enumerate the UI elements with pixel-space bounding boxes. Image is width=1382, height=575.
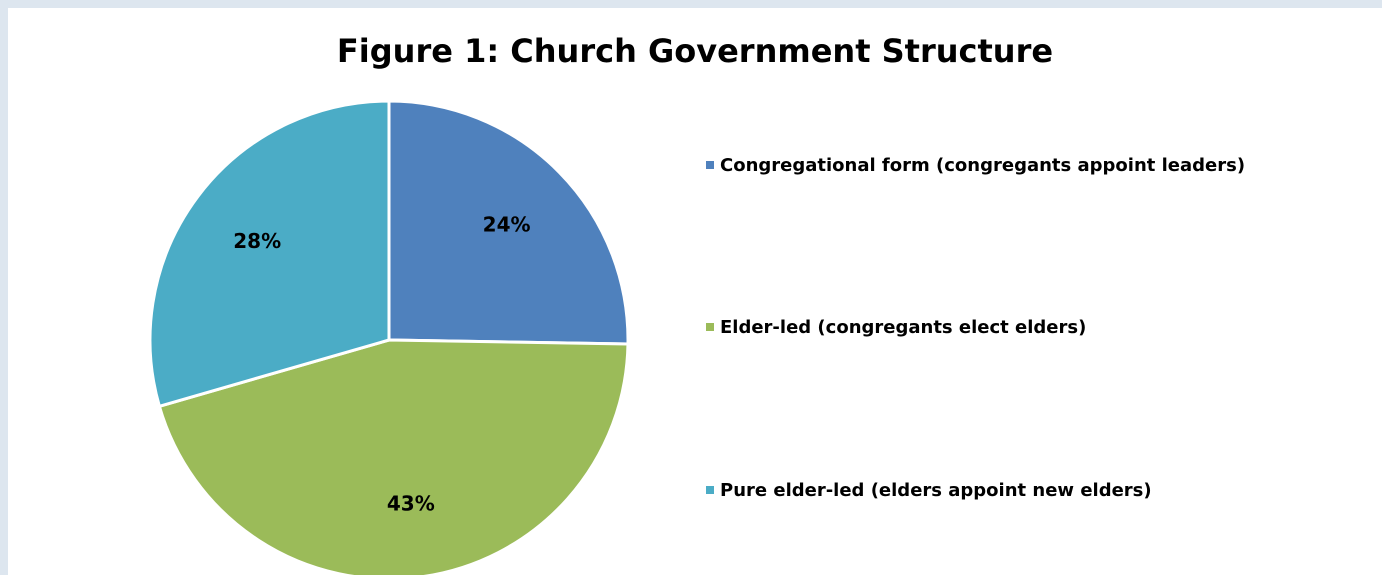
pie-slice-elder-led: [157, 338, 630, 575]
legend-swatch-elder-led: [706, 323, 714, 331]
legend-item-elder-led: Elder-led (congregants elect elders): [706, 315, 1086, 339]
chart-area: Figure 1: Church Government Structure 24…: [8, 8, 1382, 575]
pie-slice-congregational: [387, 99, 630, 346]
pie-chart: 24% 43% 28%: [148, 99, 630, 575]
legend-label-pure-elder-led: Pure elder-led (elders appoint new elder…: [720, 479, 1152, 501]
legend-item-congregational: Congregational form (congregants appoint…: [706, 153, 1245, 177]
data-label-pure-elder-led: 28%: [233, 229, 281, 253]
legend-label-congregational: Congregational form (congregants appoint…: [720, 154, 1246, 176]
chart-title: Figure 1: Church Government Structure: [336, 32, 1054, 70]
pie-slice-pure-elder-led: [148, 99, 391, 408]
legend-item-pure-elder-led: Pure elder-led (elders appoint new elder…: [706, 478, 1152, 502]
legend-swatch-congregational: [706, 161, 714, 169]
data-label-congregational: 24%: [483, 212, 531, 236]
legend-label-elder-led: Elder-led (congregants elect elders): [720, 316, 1087, 338]
legend-swatch-pure-elder-led: [706, 486, 714, 494]
data-label-elder-led: 43%: [387, 492, 435, 516]
